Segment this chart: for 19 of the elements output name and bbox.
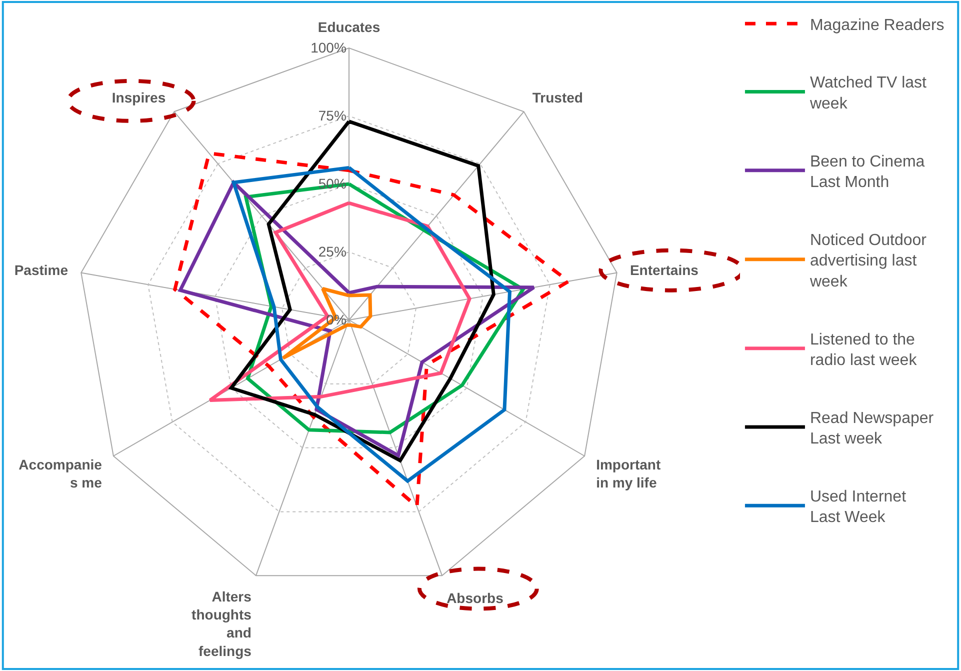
y-tick-label: 100%: [310, 40, 346, 56]
legend-label: Watched TV last week: [808, 74, 928, 112]
legend-label: Noticed Outdoor advertising last week: [808, 232, 928, 290]
legend-label: Read Newspaper Last week: [810, 410, 934, 448]
legend-label: Used Internet Last Week: [810, 488, 907, 526]
y-tick-label: 75%: [318, 108, 346, 124]
spoke-label: Educates: [318, 18, 380, 35]
spoke-label: Trusted: [532, 89, 583, 106]
spoke-label: Inspires: [112, 89, 166, 106]
y-tick-label: 25%: [318, 244, 346, 260]
spoke-label: Alters thoughts and feelings: [192, 588, 252, 659]
spoke-label: Accompanies me: [18, 456, 102, 491]
legend-label: Been to Cinema Last Month: [810, 153, 925, 192]
spoke-label: Important in my life: [596, 456, 661, 491]
legend-label: Magazine Readers: [810, 16, 944, 34]
spoke-label: Pastime: [14, 262, 68, 278]
spoke-label: Absorbs: [446, 590, 504, 606]
legend-label: Listened to the radio last week: [810, 331, 918, 370]
spoke-label: Entertains: [630, 262, 699, 278]
